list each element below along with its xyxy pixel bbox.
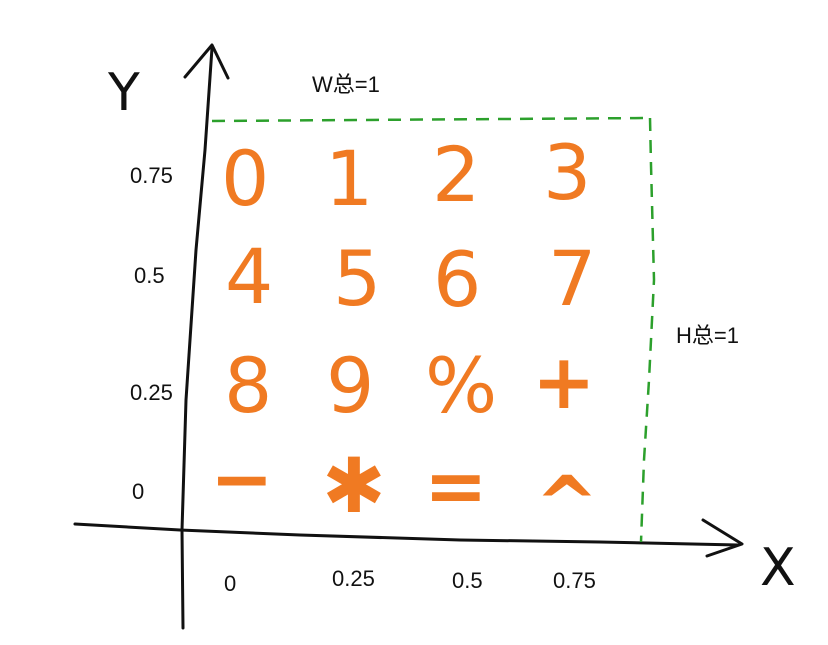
glyph-digit-0: 0 bbox=[221, 134, 269, 223]
glyph-digit-9: 9 bbox=[326, 341, 374, 430]
dashed-right-edge bbox=[639, 117, 656, 543]
dashed-top-edge bbox=[211, 116, 651, 123]
y-tick-label: 0 bbox=[132, 479, 144, 504]
glyph-minus: − bbox=[210, 434, 274, 523]
glyph-digit-5: 5 bbox=[333, 234, 381, 323]
dashed-bounding-box bbox=[211, 116, 656, 543]
axes bbox=[73, 43, 744, 630]
x-tick-label: 0.75 bbox=[553, 568, 596, 593]
glyph-digit-3: 3 bbox=[543, 128, 591, 217]
x-axis-line bbox=[73, 522, 740, 547]
y-axis-arrowhead bbox=[183, 43, 230, 80]
y-tick-label: 0.25 bbox=[130, 380, 173, 405]
glyph-plus: + bbox=[532, 337, 596, 426]
y-tick-label: 0.5 bbox=[134, 263, 165, 288]
glyph-digit-8: 8 bbox=[224, 341, 272, 430]
glyph-caret: ^ bbox=[535, 459, 599, 548]
glyph-digit-1: 1 bbox=[325, 134, 373, 223]
y-axis-line bbox=[180, 46, 214, 630]
y-tick-label: 0.75 bbox=[130, 163, 173, 188]
x-tick-label: 0 bbox=[224, 571, 236, 596]
glyph-digit-6: 6 bbox=[433, 235, 481, 324]
width-total-label: W总=1 bbox=[312, 72, 380, 97]
x-tick-label: 0.25 bbox=[332, 566, 375, 591]
x-axis-letter: X bbox=[760, 538, 796, 598]
glyph-asterisk: ✱ bbox=[322, 441, 386, 530]
glyph-percent: % bbox=[425, 341, 497, 430]
glyph-equals: = bbox=[424, 441, 488, 530]
glyph-digit-2: 2 bbox=[432, 130, 480, 219]
glyph-digit-4: 4 bbox=[225, 232, 273, 321]
glyph-digit-7: 7 bbox=[548, 234, 596, 323]
x-axis-arrowhead bbox=[701, 518, 744, 558]
height-total-label: H总=1 bbox=[676, 323, 739, 348]
y-axis-letter: Y bbox=[107, 63, 140, 123]
x-tick-label: 0.5 bbox=[452, 568, 483, 593]
